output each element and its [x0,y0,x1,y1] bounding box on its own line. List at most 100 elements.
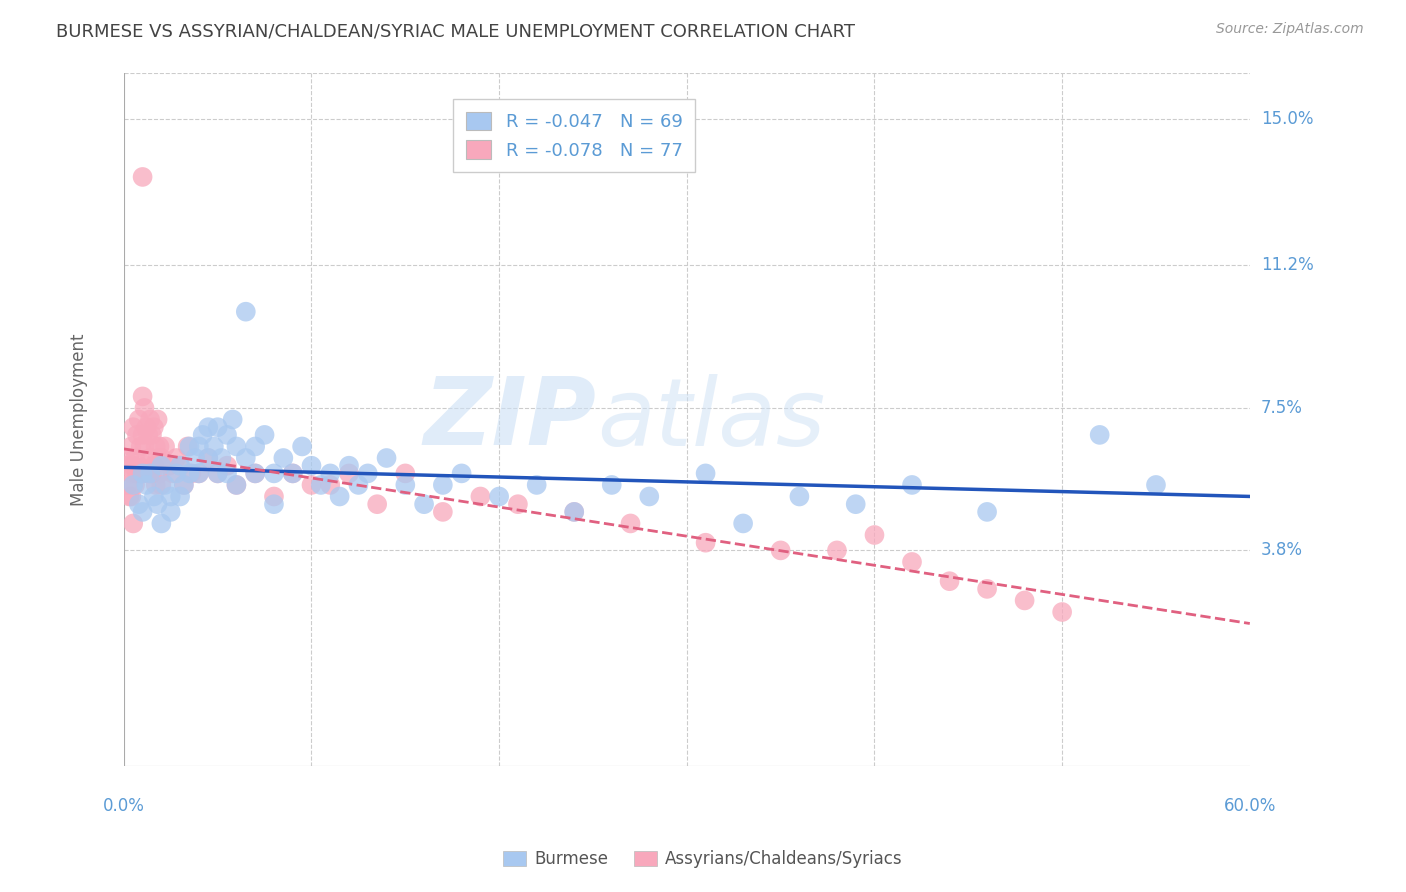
Point [562,505,585,519]
Point [789,490,811,504]
Point [165,450,187,465]
Point [215,428,238,442]
Point [142,420,165,434]
Point [526,478,548,492]
Point [191,428,214,442]
Point [695,467,717,481]
Point [120,467,142,481]
Point [1014,593,1036,607]
Point [117,478,139,492]
Point [150,458,173,473]
Point [122,420,145,434]
Point [122,516,145,531]
Point [142,490,165,504]
Point [139,412,162,426]
Point [150,478,173,492]
Point [128,458,150,473]
Point [347,478,370,492]
Point [157,458,180,473]
Point [136,428,159,442]
Point [153,439,176,453]
Point [159,505,181,519]
Point [180,467,202,481]
Point [139,450,162,465]
Point [470,490,492,504]
Point [309,478,332,492]
Point [120,439,142,453]
Point [366,497,388,511]
Point [118,490,141,504]
Point [337,467,360,481]
Point [281,467,304,481]
Point [146,450,169,465]
Point [506,497,529,511]
Text: Source: ZipAtlas.com: Source: ZipAtlas.com [1216,22,1364,37]
Point [562,505,585,519]
Point [432,505,454,519]
Point [153,478,176,492]
Point [117,458,139,473]
Point [128,412,150,426]
Point [488,490,510,504]
Point [165,467,187,481]
Point [319,478,342,492]
Point [129,467,152,481]
Point [120,490,142,504]
Point [135,478,157,492]
Point [197,420,219,434]
Point [225,478,247,492]
Point [125,467,148,481]
Text: 60.0%: 60.0% [1223,797,1277,814]
Point [148,467,170,481]
Point [131,169,153,184]
Point [202,439,225,453]
Text: BURMESE VS ASSYRIAN/CHALDEAN/SYRIAC MALE UNEMPLOYMENT CORRELATION CHART: BURMESE VS ASSYRIAN/CHALDEAN/SYRIAC MALE… [56,22,855,40]
Text: atlas: atlas [596,374,825,465]
Point [128,497,150,511]
Point [129,439,152,453]
Point [619,516,641,531]
Text: 11.2%: 11.2% [1261,257,1313,275]
Point [173,478,195,492]
Point [901,555,924,569]
Text: ZIP: ZIP [423,374,596,466]
Text: 0.0%: 0.0% [103,797,145,814]
Point [209,450,232,465]
Text: 15.0%: 15.0% [1261,111,1313,128]
Point [146,412,169,426]
Point [263,490,285,504]
Point [938,574,960,589]
Point [1050,605,1073,619]
Point [825,543,848,558]
Point [162,467,184,481]
Point [263,467,285,481]
Point [976,505,998,519]
Point [135,420,157,434]
Legend: R = -0.047   N = 69, R = -0.078   N = 77: R = -0.047 N = 69, R = -0.078 N = 77 [453,99,695,172]
Point [432,478,454,492]
Point [131,505,153,519]
Point [263,497,285,511]
Point [150,516,173,531]
Point [600,478,623,492]
Text: 7.5%: 7.5% [1261,399,1303,417]
Point [245,467,267,481]
Point [146,497,169,511]
Point [273,450,295,465]
Point [207,420,229,434]
Point [235,450,257,465]
Point [184,450,207,465]
Point [413,497,436,511]
Point [301,458,323,473]
Point [394,478,416,492]
Point [125,428,148,442]
Point [976,582,998,596]
Text: Male Unemployment: Male Unemployment [70,334,87,506]
Point [176,439,198,453]
Point [207,467,229,481]
Point [118,450,141,465]
Point [769,543,792,558]
Point [131,389,153,403]
Point [215,467,238,481]
Point [253,428,276,442]
